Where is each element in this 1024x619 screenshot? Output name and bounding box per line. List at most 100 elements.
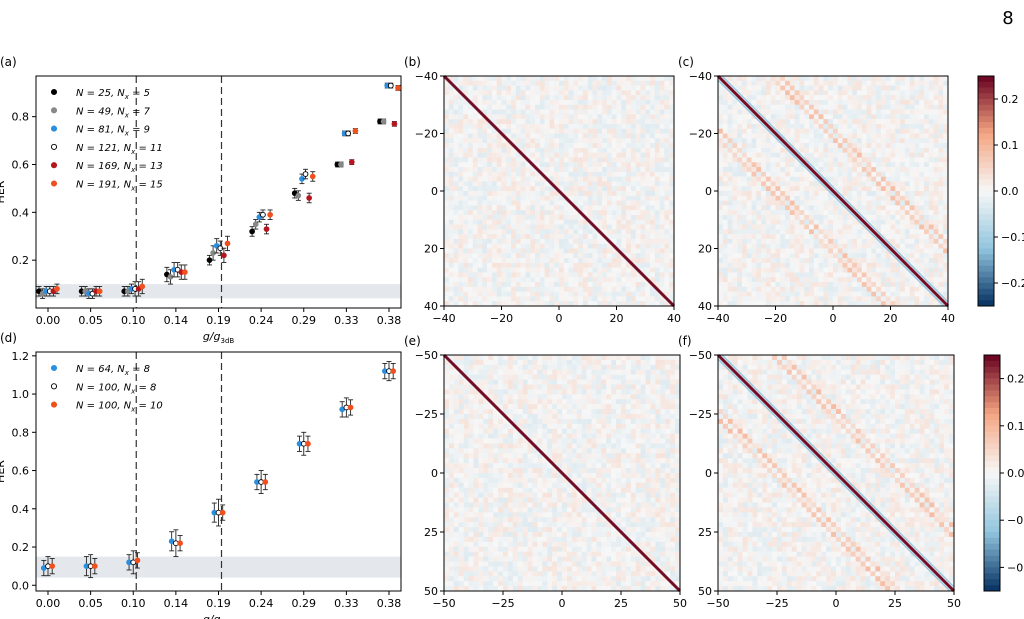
heatmap-cell	[895, 262, 901, 268]
heatmap-cell	[630, 167, 636, 173]
heatmap-cell	[592, 109, 598, 115]
heatmap-cell	[785, 272, 791, 278]
heatmap-cell	[866, 258, 872, 264]
heatmap-cell	[904, 95, 910, 101]
colorbar-segment	[978, 116, 994, 123]
heatmap-cell	[856, 277, 862, 283]
heatmap-cell	[587, 85, 593, 91]
heatmap-cell	[765, 147, 771, 153]
heatmap-cell	[813, 291, 819, 297]
heatmap-cell	[761, 272, 767, 278]
heatmap-cell	[453, 138, 459, 144]
heatmap-cell	[909, 277, 915, 283]
heatmap-cell	[780, 76, 786, 81]
heatmap-cell	[472, 138, 478, 144]
heatmap-cell	[775, 85, 781, 91]
heatmap-cell	[606, 262, 612, 268]
heatmap-cell	[626, 181, 632, 187]
heatmap-cell	[472, 286, 478, 292]
heatmap-cell	[539, 162, 545, 168]
heatmap-cell	[924, 152, 930, 158]
heatmap-cell	[880, 143, 886, 149]
heatmap-cell	[895, 210, 901, 216]
heatmap-cell	[659, 162, 665, 168]
heatmap-cell	[823, 296, 829, 302]
heatmap-cell	[626, 219, 632, 225]
heatmap-cell	[650, 123, 656, 129]
heatmap-cell	[761, 181, 767, 187]
heatmap-cell	[900, 152, 906, 158]
heatmap-cell	[630, 210, 636, 216]
heatmap-cell	[458, 99, 464, 105]
heatmap-cell	[737, 272, 743, 278]
heatmap-cell	[568, 243, 574, 249]
heatmap-cell	[487, 109, 493, 115]
heatmap-cell	[511, 258, 517, 264]
heatmap-cell	[635, 200, 641, 206]
heatmap-cell	[621, 301, 627, 307]
heatmap-cell	[737, 119, 743, 125]
heatmap-cell	[722, 186, 728, 192]
heatmap-cell	[597, 138, 603, 144]
heatmap-cell	[813, 195, 819, 201]
heatmap-cell	[602, 258, 608, 264]
heatmap-cell	[535, 181, 541, 187]
heatmap-cell	[780, 219, 786, 225]
heatmap-cell	[885, 143, 891, 149]
heatmap-cell	[813, 133, 819, 139]
heatmap-cell	[597, 95, 603, 101]
heatmap-cell	[737, 167, 743, 173]
heatmap-cell	[866, 147, 872, 153]
heatmap-cell	[501, 157, 507, 163]
heatmap-cell	[737, 147, 743, 153]
heatmap-cell	[885, 195, 891, 201]
heatmap-cell	[847, 186, 853, 192]
heatmap-cell	[472, 176, 478, 182]
heatmap-cell	[813, 229, 819, 235]
heatmap-cell	[880, 152, 886, 158]
heatmap-cell	[727, 205, 733, 211]
heatmap-cell	[895, 80, 901, 86]
heatmap-cell	[563, 76, 569, 81]
heatmap-cell	[582, 85, 588, 91]
heatmap-cell	[938, 147, 944, 153]
heatmap-cell	[616, 109, 622, 115]
heatmap-cell	[606, 214, 612, 220]
heatmap-cell	[909, 123, 915, 129]
heatmap-cell	[909, 286, 915, 292]
heatmap-cell	[890, 267, 896, 273]
heatmap-cell	[626, 191, 632, 196]
heatmap-cell	[587, 157, 593, 163]
heatmap-cell	[544, 181, 550, 187]
heatmap-cell	[630, 104, 636, 110]
heatmap-cell	[515, 243, 521, 249]
heatmap-cell	[813, 191, 819, 196]
heatmap-cell	[659, 301, 665, 307]
heatmap-cell	[885, 90, 891, 96]
heatmap-cell	[789, 253, 795, 259]
heatmap-cell	[718, 119, 723, 125]
heatmap-cell	[453, 272, 459, 278]
heatmap-cell	[823, 301, 829, 307]
heatmap-cell	[809, 147, 815, 153]
heatmap-cell	[549, 171, 555, 177]
heatmap-cell	[761, 143, 767, 149]
heatmap-cell	[659, 152, 665, 158]
heatmap-cell	[491, 143, 497, 149]
heatmap-cell	[938, 248, 944, 254]
heatmap-cell	[573, 210, 579, 216]
heatmap-cell	[919, 267, 925, 273]
heatmap-cell	[847, 95, 853, 101]
heatmap-cell	[525, 119, 531, 125]
heatmap-cell	[804, 85, 810, 91]
heatmap-cell	[554, 167, 560, 173]
heatmap-cell	[818, 200, 824, 206]
heatmap-cell	[876, 76, 882, 81]
heatmap-cell	[616, 123, 622, 129]
heatmap-cell	[568, 181, 574, 187]
heatmap-cell	[914, 238, 920, 244]
heatmap-cell	[890, 224, 896, 230]
heatmap-cell	[630, 171, 636, 177]
heatmap-cell	[616, 267, 622, 273]
